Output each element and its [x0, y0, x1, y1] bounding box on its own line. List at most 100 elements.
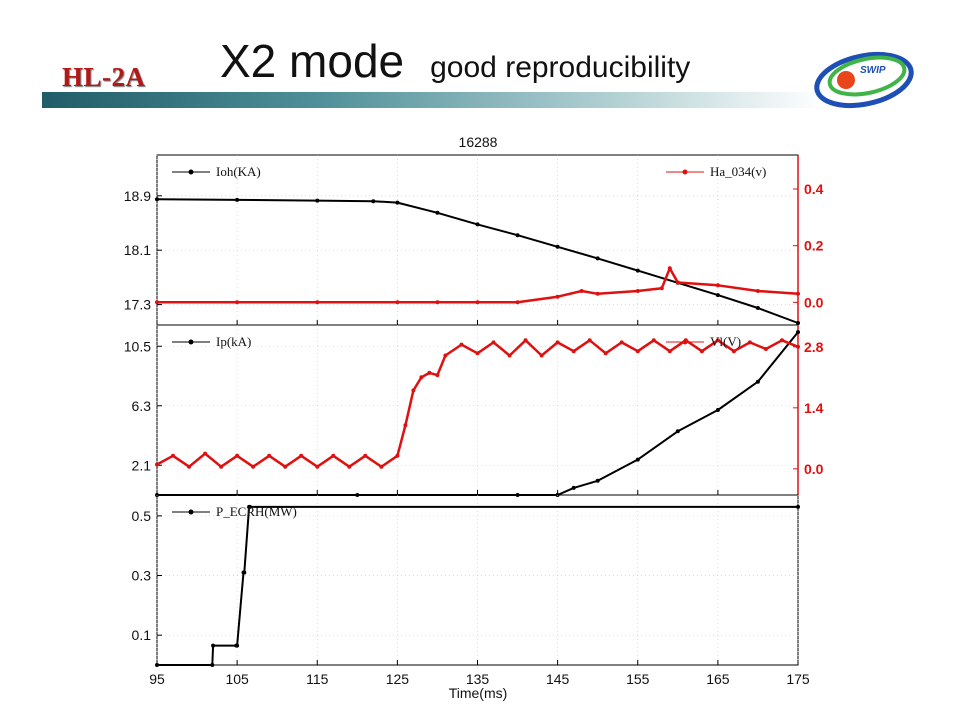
- data-point: [539, 353, 544, 358]
- y-tick-label-right: 2.8: [804, 339, 824, 355]
- x-tick-label: 105: [225, 671, 249, 687]
- data-point: [675, 280, 680, 285]
- data-point: [211, 643, 216, 648]
- data-point: [363, 453, 368, 458]
- data-point: [715, 338, 720, 343]
- legend-label: Ioh(KA): [216, 164, 261, 179]
- series-line: [157, 267, 799, 304]
- data-point: [395, 300, 400, 305]
- y-tick-label-right: 1.4: [804, 400, 824, 416]
- data-point: [675, 429, 680, 434]
- hl2a-logo: HL-2A: [62, 62, 146, 92]
- y-tick-label-right: 0.0: [804, 461, 824, 477]
- data-point: [715, 293, 720, 298]
- data-point: [731, 349, 736, 354]
- data-point: [755, 289, 760, 293]
- data-point: [763, 347, 768, 351]
- data-point: [331, 453, 336, 458]
- data-point: [796, 330, 800, 335]
- data-point: [443, 353, 448, 358]
- data-point: [235, 453, 240, 458]
- data-point: [219, 464, 224, 469]
- data-point: [595, 291, 600, 296]
- data-point: [403, 423, 408, 428]
- data-point: [579, 289, 584, 293]
- data-point: [187, 464, 192, 469]
- data-point: [171, 453, 175, 458]
- data-point: [651, 338, 656, 343]
- legend-label: P_ECRH(MW): [216, 504, 297, 519]
- data-point: [587, 338, 592, 343]
- data-point: [659, 286, 664, 291]
- data-point: [491, 340, 496, 345]
- y-tick-label-left: 0.3: [132, 568, 152, 584]
- data-point: [459, 342, 464, 347]
- data-point: [555, 294, 560, 299]
- data-point: [155, 197, 159, 202]
- legend-label: Ip(kA): [216, 334, 251, 349]
- data-point: [796, 291, 800, 296]
- data-point: [635, 349, 640, 354]
- data-point: [315, 300, 320, 305]
- y-tick-label-right: 0.2: [804, 238, 824, 254]
- data-point: [755, 379, 760, 384]
- swip-logo: SWIP: [814, 51, 914, 109]
- data-point: [395, 200, 400, 205]
- data-point: [619, 340, 624, 345]
- data-point: [715, 408, 720, 412]
- data-point: [555, 340, 560, 345]
- data-point: [235, 197, 240, 202]
- data-point: [235, 643, 240, 648]
- data-point: [435, 210, 440, 215]
- data-point: [475, 300, 480, 305]
- data-point: [395, 453, 400, 458]
- x-tick-label: 175: [786, 671, 810, 687]
- legend-marker: [188, 339, 194, 345]
- chart-layer: 18.9 18.1 17.3 0.4 0.2 0.0 Ioh(KA) Ha_034(v) 10.…: [124, 154, 824, 687]
- swip-logo-ring: [814, 51, 914, 109]
- series-line: [157, 505, 798, 666]
- data-point: [603, 351, 608, 356]
- data-point: [780, 338, 784, 343]
- y-tick-label-right: 0.0: [804, 294, 824, 310]
- legend-marker: [188, 169, 194, 175]
- data-point: [283, 464, 288, 469]
- x-axis-label: Time(ms): [449, 685, 508, 701]
- y-tick-label-left: 17.3: [124, 297, 151, 313]
- panel-2: 10.5 6.3 2.1 2.8 1.4 0.0 Ip(kA) Vl(V): [124, 324, 824, 497]
- data-point: [747, 340, 752, 345]
- data-point: [251, 464, 256, 469]
- title-rule: [42, 92, 822, 108]
- y-tick-label-right: 0.4: [804, 181, 824, 197]
- swip-logo-text: SWIP: [860, 65, 886, 76]
- y-tick-label-left: 6.3: [132, 398, 152, 414]
- data-point: [515, 233, 520, 238]
- data-point: [796, 344, 800, 349]
- data-point: [667, 349, 672, 354]
- data-point: [435, 300, 440, 305]
- data-point: [715, 283, 720, 288]
- series-line: [156, 339, 799, 468]
- chart-title: 16288: [459, 134, 498, 150]
- data-point: [155, 300, 159, 305]
- data-point: [315, 198, 320, 203]
- data-point: [210, 663, 215, 667]
- legend-marker: [682, 339, 688, 345]
- data-point: [571, 349, 576, 354]
- y-tick-label-left: 10.5: [124, 338, 151, 354]
- data-point: [755, 306, 760, 310]
- x-tick-label: 165: [706, 671, 730, 687]
- data-point: [347, 464, 352, 469]
- y-tick-label-left: 0.1: [132, 627, 152, 643]
- data-point: [242, 570, 247, 575]
- x-tick-label: 115: [306, 671, 329, 687]
- data-point: [419, 375, 424, 380]
- data-point: [371, 199, 376, 204]
- data-point: [247, 504, 252, 509]
- slide-title-main: X2 mode: [220, 35, 405, 87]
- panel-1: 18.9 18.1 17.3 0.4 0.2 0.0 Ioh(KA) Ha_034(v): [124, 154, 824, 326]
- data-point: [635, 457, 640, 462]
- data-point: [667, 266, 672, 271]
- slide-subtitle: good reproducibility: [430, 51, 691, 84]
